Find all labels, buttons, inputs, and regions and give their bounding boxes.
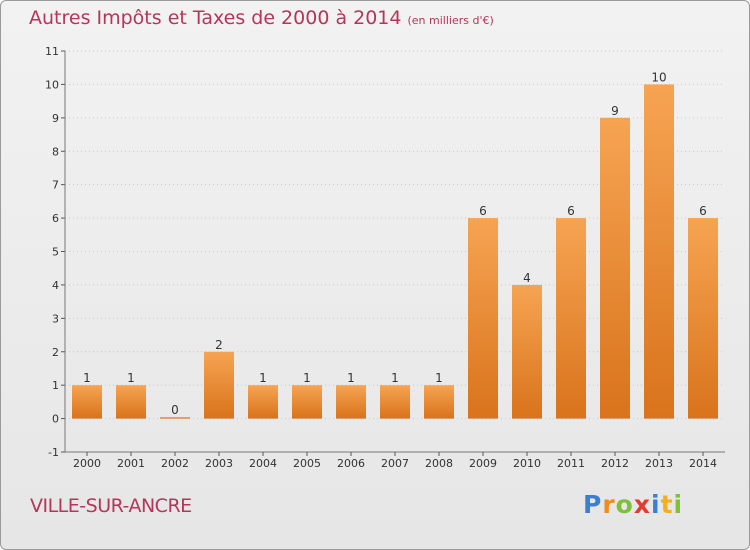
x-tick-label: 2009 bbox=[469, 457, 497, 470]
data-label: 1 bbox=[303, 371, 311, 385]
x-tick-label: 2003 bbox=[205, 457, 233, 470]
y-tick-label: 9 bbox=[52, 112, 59, 125]
chart-unit: (en milliers d'€) bbox=[407, 14, 494, 27]
bar bbox=[160, 417, 190, 419]
x-tick-label: 2011 bbox=[557, 457, 585, 470]
x-tick-label: 2000 bbox=[73, 457, 101, 470]
bar bbox=[512, 284, 542, 419]
y-tick-label: 1 bbox=[52, 379, 59, 392]
y-tick-label: 2 bbox=[52, 346, 59, 359]
chart-title: Autres Impôts et Taxes de 2000 à 2014 (en… bbox=[29, 7, 494, 29]
data-label: 1 bbox=[435, 371, 443, 385]
x-tick-label: 2001 bbox=[117, 457, 145, 470]
logo-letter: t bbox=[660, 490, 674, 519]
logo-letter: i bbox=[651, 490, 661, 519]
data-label: 10 bbox=[651, 70, 666, 84]
logo-letter: x bbox=[633, 490, 651, 519]
bar bbox=[688, 218, 718, 419]
bar bbox=[380, 385, 410, 419]
bar bbox=[424, 385, 454, 419]
bar bbox=[644, 84, 674, 419]
x-tick-label: 2013 bbox=[645, 457, 673, 470]
y-tick-label: 4 bbox=[52, 279, 59, 292]
proxiti-logo: Proxiti bbox=[583, 490, 683, 519]
place-name: VILLE-SUR-ANCRE bbox=[30, 495, 192, 517]
y-tick-label: 11 bbox=[45, 45, 59, 58]
x-tick-label: 2005 bbox=[293, 457, 321, 470]
logo-letter: o bbox=[615, 490, 634, 519]
logo-letter: i bbox=[673, 490, 684, 519]
bar bbox=[600, 117, 630, 419]
x-tick-label: 2008 bbox=[425, 457, 453, 470]
data-label: 2 bbox=[215, 338, 223, 352]
x-tick-label: 2006 bbox=[337, 457, 365, 470]
data-label: 6 bbox=[567, 204, 575, 218]
data-label: 1 bbox=[259, 371, 267, 385]
logo-letter: r bbox=[602, 490, 616, 519]
x-tick-label: 2012 bbox=[601, 457, 629, 470]
x-tick-label: 2014 bbox=[689, 457, 717, 470]
y-tick-label: 7 bbox=[52, 179, 59, 192]
bar bbox=[72, 385, 102, 419]
bar bbox=[556, 218, 586, 419]
data-label: 1 bbox=[127, 371, 135, 385]
data-label: 1 bbox=[83, 371, 91, 385]
y-tick-label: 5 bbox=[52, 246, 59, 259]
y-tick-label: 8 bbox=[52, 145, 59, 158]
bar bbox=[116, 385, 146, 419]
bar bbox=[204, 351, 234, 419]
data-label: 1 bbox=[347, 371, 355, 385]
y-tick-label: 0 bbox=[52, 413, 59, 426]
chart-title-text: Autres Impôts et Taxes de 2000 à 2014 bbox=[29, 7, 402, 29]
bar bbox=[248, 385, 278, 419]
x-tick-label: 2004 bbox=[249, 457, 277, 470]
data-label: 4 bbox=[523, 271, 531, 285]
data-label: 6 bbox=[699, 204, 707, 218]
bars bbox=[72, 84, 718, 419]
y-tick-label: 3 bbox=[52, 312, 59, 325]
data-label: 0 bbox=[171, 403, 179, 417]
y-tick-label: -1 bbox=[48, 446, 59, 459]
x-tick-label: 2007 bbox=[381, 457, 409, 470]
bar bbox=[292, 385, 322, 419]
y-tick-label: 10 bbox=[45, 78, 59, 91]
data-label: 6 bbox=[479, 204, 487, 218]
x-tick-label: 2002 bbox=[161, 457, 189, 470]
y-tick-label: 6 bbox=[52, 212, 59, 225]
logo-letter: P bbox=[583, 490, 603, 519]
bar bbox=[336, 385, 366, 419]
data-label: 9 bbox=[611, 104, 619, 118]
x-tick-label: 2010 bbox=[513, 457, 541, 470]
data-label: 1 bbox=[391, 371, 399, 385]
bar bbox=[468, 218, 498, 419]
